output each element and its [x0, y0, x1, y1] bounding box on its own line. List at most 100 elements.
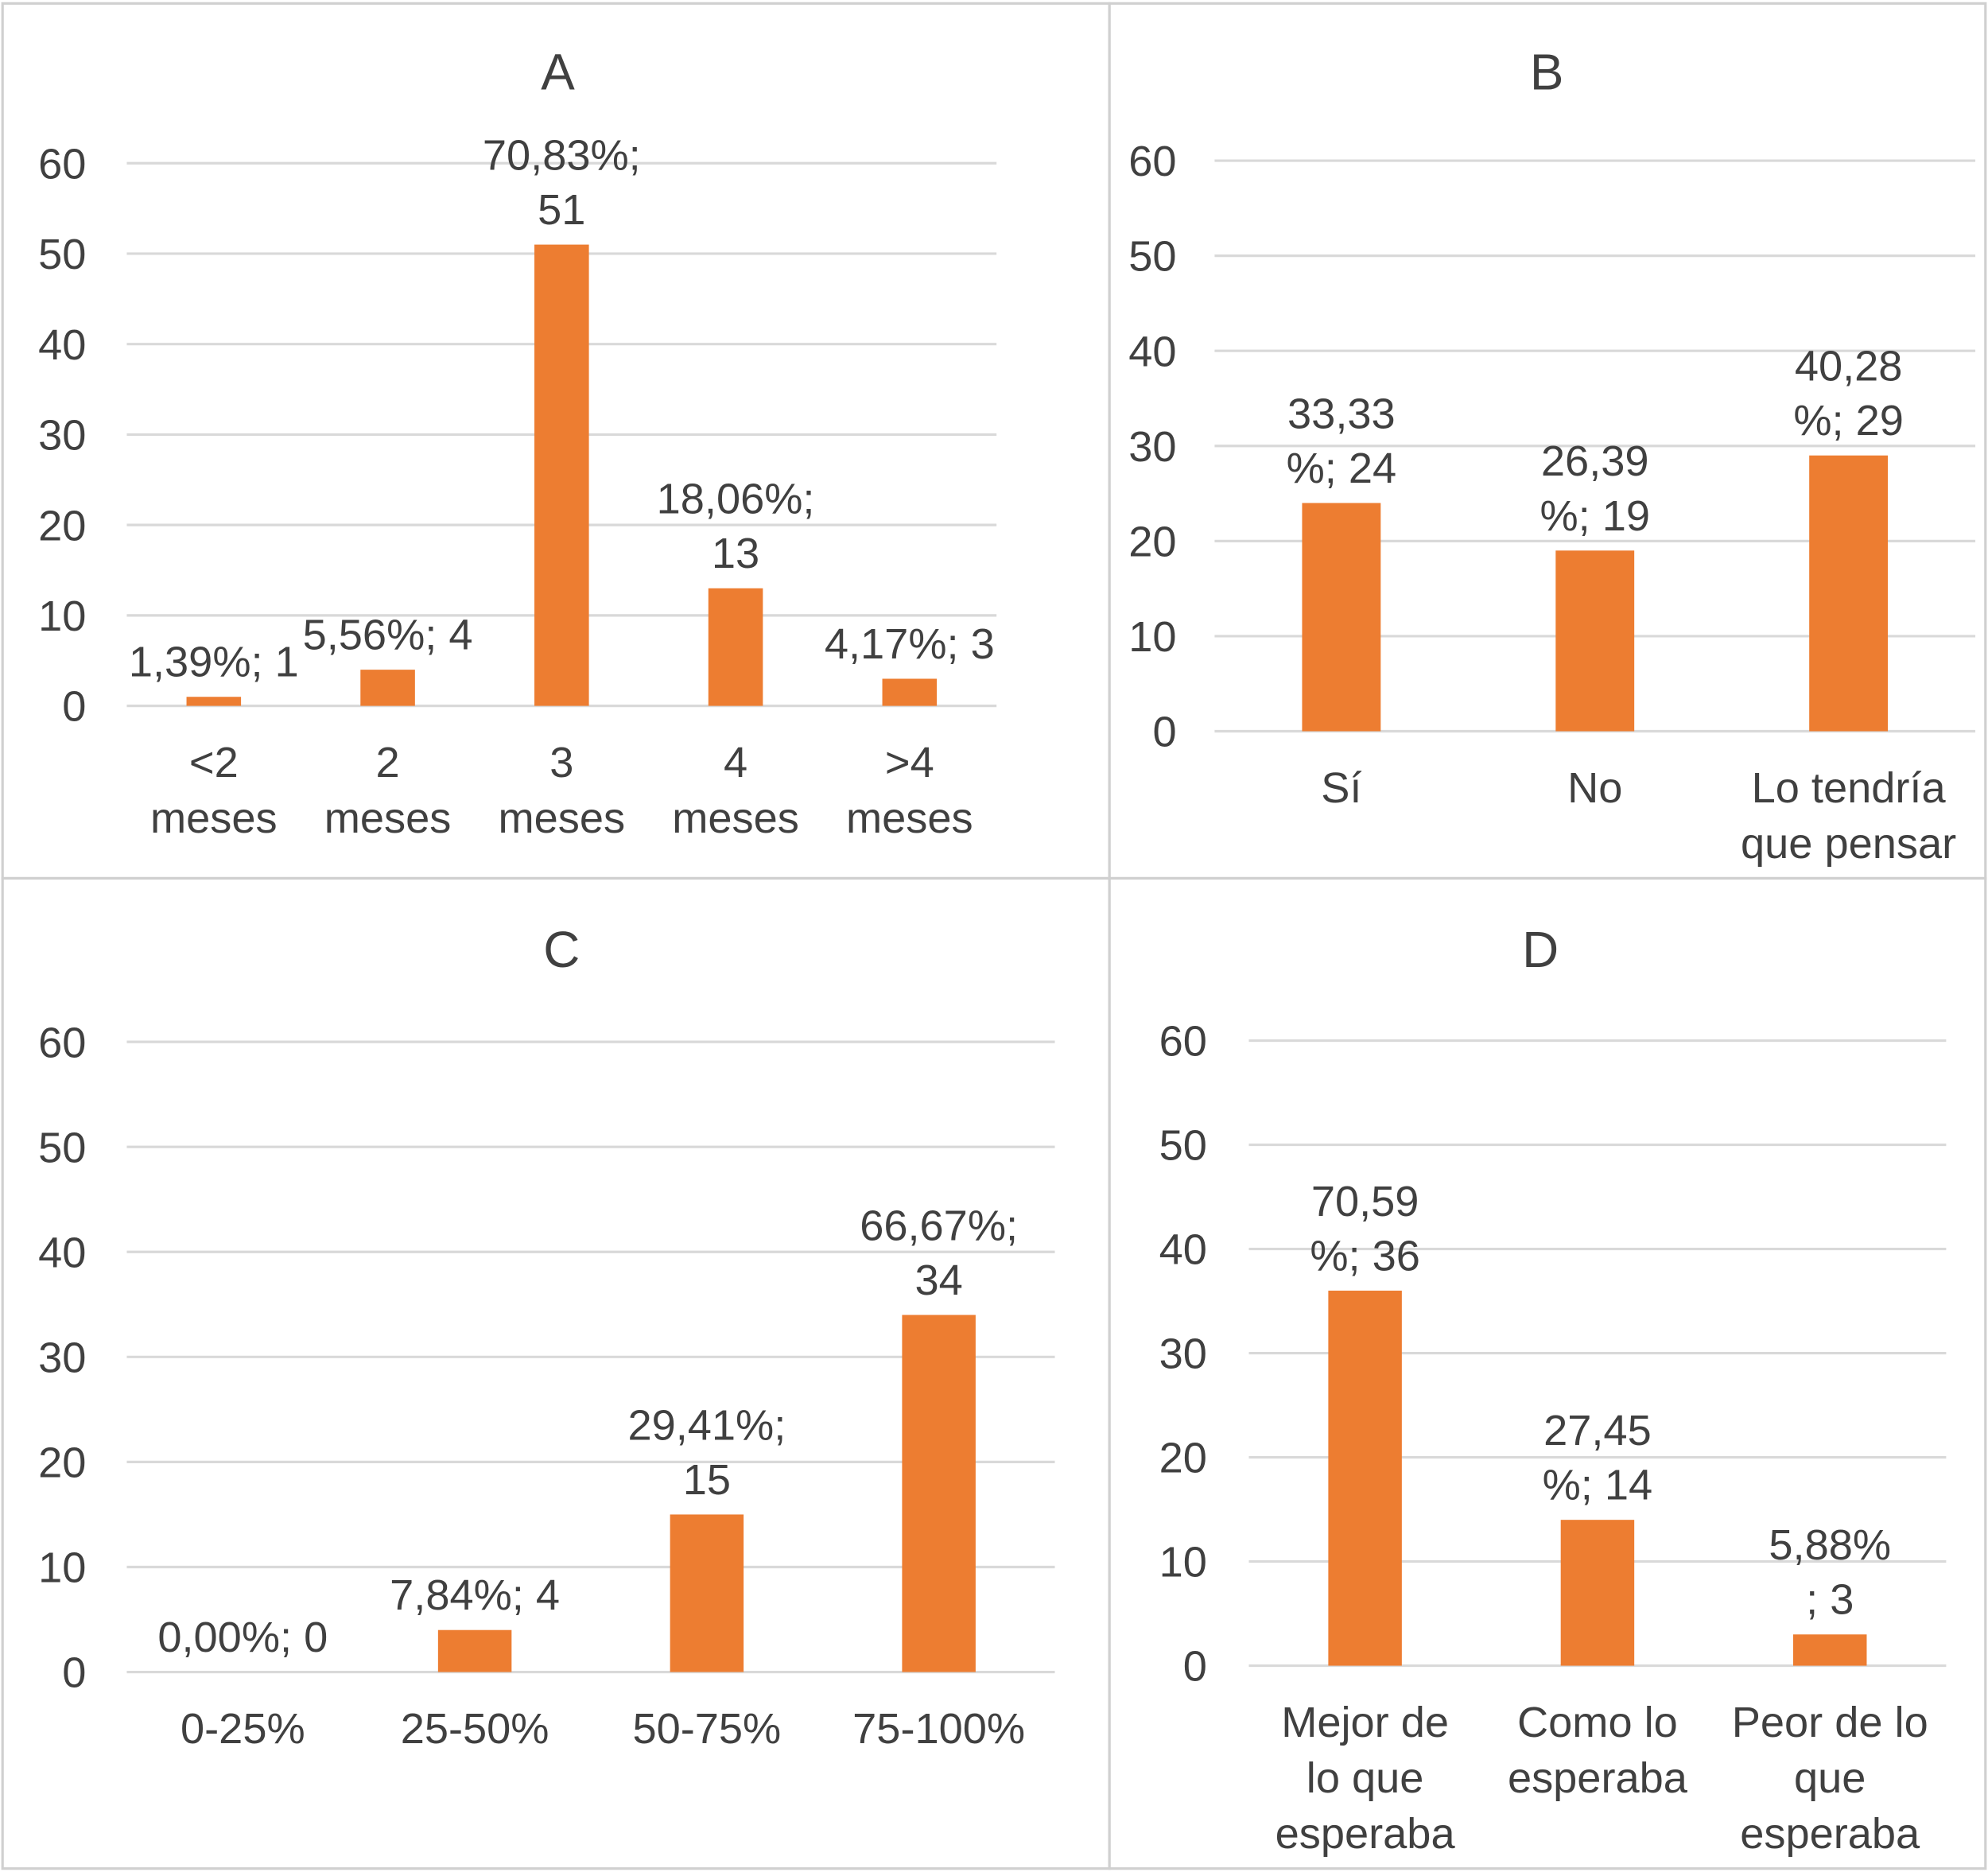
y-tick-label-line: 20 — [38, 502, 86, 550]
y-tick-label: 20 — [1128, 518, 1176, 565]
y-tick-label: 20 — [38, 1439, 86, 1487]
x-tick-label: Peor de lo que esperaba — [1732, 1699, 1928, 1858]
x-tick-label-line: No — [1567, 764, 1622, 812]
bar — [1792, 1634, 1867, 1666]
data-label-line: 15 — [683, 1456, 731, 1504]
x-tick-label: Sí — [1321, 764, 1361, 812]
y-tick-label-line: 40 — [1159, 1226, 1207, 1274]
data-label-line: 5,88% — [1769, 1521, 1891, 1569]
bar — [708, 588, 763, 706]
data-label-line: 5,56%; 4 — [303, 612, 473, 659]
data-label-line: 70,59 — [1311, 1178, 1419, 1225]
y-tick-label-line: 60 — [1159, 1018, 1207, 1066]
chart-title-line: A — [541, 44, 575, 101]
x-tick-label-line: meses — [324, 794, 452, 842]
bar — [1302, 503, 1381, 732]
y-tick-label-line: 60 — [38, 1019, 86, 1066]
bar — [1560, 1520, 1635, 1666]
x-tick-label-line: 3 — [549, 739, 573, 786]
y-tick-label-line: 0 — [62, 683, 86, 731]
x-tick-label: 4 meses — [672, 739, 799, 842]
x-tick-label-line: Sí — [1321, 764, 1361, 812]
x-tick-label-line: Como lo — [1517, 1699, 1678, 1746]
y-tick-label: 0 — [62, 1649, 86, 1697]
x-tick-label-line: meses — [499, 794, 626, 842]
data-label-line: %; 14 — [1543, 1462, 1653, 1509]
x-tick-label-line: >4 — [885, 739, 934, 786]
x-tick-label-line: que — [1794, 1754, 1866, 1802]
x-tick-label-line: que pensar — [1741, 820, 1956, 868]
data-label: 1,39%; 1 — [129, 639, 299, 686]
x-tick-label: Mejor de lo que esperaba — [1276, 1699, 1456, 1858]
y-tick-label: 60 — [1159, 1018, 1207, 1066]
x-tick-label: 50-75% — [632, 1705, 781, 1753]
data-label-line: 26,39 — [1541, 437, 1649, 485]
data-label: 70,83%; 51 — [483, 132, 641, 235]
data-label-line: 66,67%; — [860, 1202, 1018, 1249]
x-tick-label-line: <2 — [189, 739, 239, 786]
y-tick-label: 40 — [38, 321, 86, 369]
data-label-line: 51 — [538, 186, 585, 234]
y-tick-label-line: 20 — [38, 1439, 86, 1487]
x-tick-label: 2 meses — [324, 739, 452, 842]
x-tick-label-line: Lo tendría — [1752, 764, 1947, 812]
x-tick-label: 25-50% — [401, 1705, 549, 1753]
chart-title-line: B — [1530, 44, 1564, 101]
bar — [1809, 455, 1889, 732]
data-label-line: %; 24 — [1287, 445, 1397, 492]
y-tick-label: 0 — [1183, 1643, 1207, 1691]
data-label-line: 33,33 — [1287, 390, 1396, 437]
x-tick-label-line: lo que — [1307, 1754, 1424, 1802]
data-label-line: 27,45 — [1543, 1407, 1652, 1454]
bar — [1328, 1290, 1402, 1666]
chart-title: A — [541, 44, 575, 101]
x-tick-label-line: 4 — [724, 739, 747, 786]
bar — [534, 244, 589, 706]
y-tick-label-line: 50 — [38, 1124, 86, 1171]
data-label-line: %; 36 — [1310, 1232, 1420, 1280]
y-tick-label: 30 — [1128, 423, 1176, 471]
y-tick-label-line: 50 — [1128, 233, 1176, 281]
x-tick-label-line: 25-50% — [401, 1705, 549, 1753]
bar — [186, 697, 242, 706]
y-tick-label-line: 40 — [38, 1229, 86, 1276]
y-tick-label: 10 — [1128, 613, 1176, 661]
x-tick-label: >4 meses — [846, 739, 973, 842]
data-label-line: 34 — [915, 1256, 963, 1304]
y-tick-label: 60 — [1128, 138, 1176, 185]
chart-title-line: C — [543, 921, 580, 978]
data-label: 26,39 %; 19 — [1540, 437, 1650, 540]
x-tick-label: 3 meses — [499, 739, 626, 842]
y-tick-label-line: 10 — [38, 592, 86, 640]
data-label: 27,45 %; 14 — [1543, 1407, 1653, 1509]
y-tick-label: 60 — [38, 140, 86, 188]
y-tick-label-line: 0 — [62, 1649, 86, 1697]
y-tick-label: 50 — [38, 231, 86, 278]
y-tick-label-line: 30 — [1128, 423, 1176, 471]
y-tick-label: 0 — [62, 683, 86, 731]
y-tick-label: 40 — [38, 1229, 86, 1276]
data-label-line: 70,83%; — [483, 132, 641, 180]
y-tick-label-line: 0 — [1152, 709, 1176, 756]
bar — [882, 678, 938, 706]
y-tick-label-line: 50 — [1159, 1122, 1207, 1170]
data-label-line: 0,00%; 0 — [157, 1614, 328, 1661]
data-label: 29,41%; 15 — [627, 1401, 786, 1504]
data-label: 33,33 %; 24 — [1287, 390, 1397, 492]
y-tick-label: 50 — [38, 1124, 86, 1171]
x-tick-label: 75-100% — [852, 1705, 1025, 1753]
y-tick-label: 10 — [38, 1544, 86, 1592]
y-tick-label-line: 60 — [1128, 138, 1176, 185]
y-tick-label: 50 — [1128, 233, 1176, 281]
data-label: 5,88% ; 3 — [1769, 1521, 1891, 1624]
x-tick-label: 0-25% — [181, 1705, 305, 1753]
chart-title-line: D — [1522, 921, 1559, 978]
y-tick-label: 20 — [1159, 1435, 1207, 1482]
y-tick-label: 10 — [1159, 1539, 1207, 1587]
y-tick-label: 0 — [1152, 709, 1176, 756]
y-tick-label: 50 — [1159, 1122, 1207, 1170]
x-tick-label-line: Peor de lo — [1732, 1699, 1928, 1746]
y-tick-label: 60 — [38, 1019, 86, 1066]
data-label: 70,59 %; 36 — [1310, 1178, 1420, 1280]
y-tick-label-line: 10 — [1159, 1539, 1207, 1587]
